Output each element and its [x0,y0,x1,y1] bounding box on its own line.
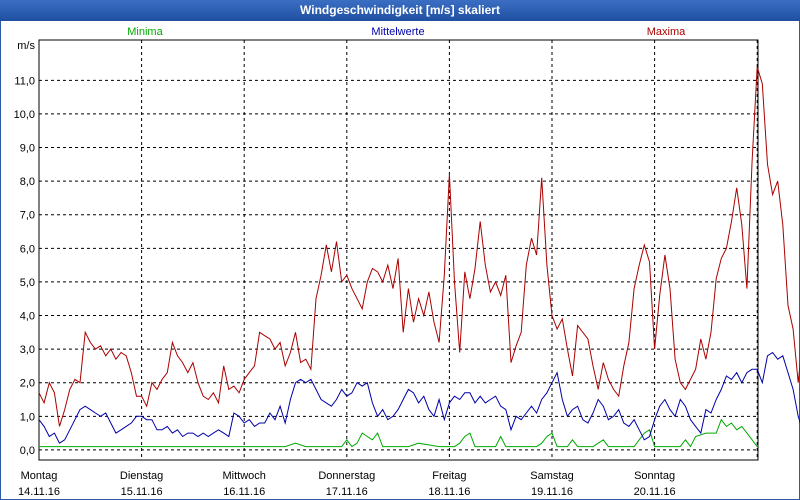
x-tick-label-day: Montag [21,470,58,482]
y-tick-label: 10,0 [14,109,35,121]
y-tick-label: 9,0 [20,143,35,155]
y-tick-label: 2,0 [20,378,35,390]
x-tick-label-date: 18.11.16 [428,486,470,498]
x-tick-label-date: 15.11.16 [121,486,163,498]
y-tick-label: 1,0 [20,411,35,423]
y-tick-label: 0,0 [20,445,35,457]
x-tick-label-date: 16.11.16 [223,486,265,498]
y-tick-label: 7,0 [20,210,35,222]
series-line-maxima [38,66,800,427]
legend-mittelwerte: Mittelwerte [371,26,424,38]
y-tick-label: 3,0 [20,344,35,356]
x-tick-label-day: Donnerstag [318,470,375,482]
x-tick-label-day: Dienstag [120,470,163,482]
x-tick-label-day: Freitag [432,470,466,482]
y-axis-label: m/s [17,40,35,52]
x-tick-label-date: 17.11.16 [326,486,368,498]
window-title: Windgeschwindigkeit [m/s] skaliert [0,0,800,21]
legend-maxima: Maxima [647,26,686,38]
y-tick-label: 11,0 [14,75,35,87]
series-line-mittelwerte [38,351,800,444]
plot-area [38,39,759,461]
y-tick-label: 4,0 [20,311,35,323]
legend-minima: Minima [127,26,163,38]
x-tick-label-day: Mittwoch [222,470,265,482]
x-tick-label-date: 20.11.16 [634,486,676,498]
x-tick-label-day: Samstag [530,470,573,482]
series-line-minima [39,418,758,448]
y-tick-label: 8,0 [20,176,35,188]
y-tick-label: 5,0 [20,277,35,289]
y-tick-label: 6,0 [20,243,35,255]
x-tick-label-day: Sonntag [634,470,675,482]
x-tick-label-date: 14.11.16 [18,486,60,498]
x-tick-label-date: 19.11.16 [531,486,573,498]
